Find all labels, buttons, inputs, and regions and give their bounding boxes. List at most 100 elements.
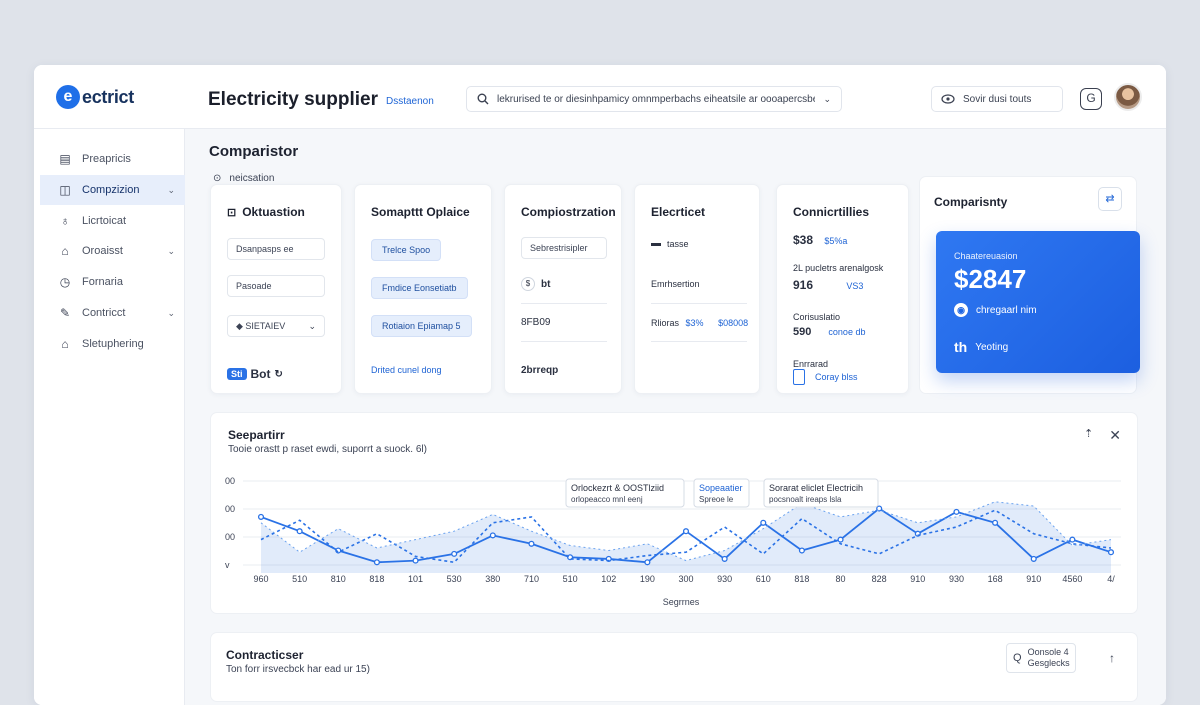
chevron-down-icon: ⌄ [167,307,175,318]
home-icon: ⌂ [61,337,69,351]
note-text: Corisuslatio [793,312,841,322]
data-point [451,550,458,557]
console-label: Oonsole 4 Gesglecks [1028,647,1070,669]
x-tick-label: 380 [485,574,500,584]
contract-subtitle: Ton forr irsvecbck har ead ur 15) [226,664,370,675]
console-button[interactable]: Q Oonsole 4 Gesglecks [1006,643,1076,673]
sidebar-item-sletuphering[interactable]: ⌂ Sletuphering [40,329,185,359]
sidebar-item-label: Contricct [82,307,126,319]
arrow-up-icon[interactable]: ↑ [1109,651,1115,665]
x-tick-label: 910 [1026,574,1041,584]
console-label-text: Oonsole 4 [1027,647,1069,657]
page-subtitle-link[interactable]: Dsstaenon [386,96,434,107]
card-title: Elecrticet [651,205,706,219]
pin-icon[interactable]: ⇡ [1084,428,1094,440]
line-chart: 00 00 00 v 960 510 810 818 101 530 380 710 510 102 190… [225,476,1121,607]
line-item: Rlioras $3% $08008 [651,318,748,328]
x-tick-label: 930 [949,574,964,584]
chart-title: Seepartirr [228,428,285,442]
promo-card: Comparisnty ⇄ Chaatereuasion $2847 ◉ chr… [919,176,1140,394]
contract-title: Contracticser [226,648,304,662]
line-text: Rlioras [651,318,680,328]
data-point [798,547,805,554]
info-icon: ⊙ [213,173,222,184]
logo[interactable]: e ectrict [56,85,134,109]
chevron-down-icon: ⌄ [167,184,175,195]
value-sub: $5%a [824,236,848,246]
sidebar-item-compzizion[interactable]: ◫ Compzizion ⌄ [40,175,185,205]
line-item: Emrhsertion [651,279,700,289]
bar-icon [651,243,661,247]
legend-label: Orlockezrt & OOSTlziid [571,483,664,493]
data-point [489,532,496,539]
legend-label: Sorarat eliclet Electricih [769,483,863,493]
card-compiostrzation: Compiostrzation Sebrestrisipler $ bt 8FB… [504,184,622,394]
legend-sublabel: pocsnoalt ireaps lsla [769,495,842,504]
x-tick-label: 168 [988,574,1003,584]
document-icon: ▤ [59,152,71,166]
data-point [992,519,999,526]
x-tick-label: 930 [717,574,732,584]
avatar[interactable] [1114,83,1142,111]
search-icon [477,93,489,105]
select-field[interactable]: ◆ SIETAIEV ⌄ [227,315,325,337]
value-row: 590 conoe db [793,326,865,338]
promo-highlight[interactable]: Chaatereuasion $2847 ◉ chregaarl nim th … [936,231,1140,373]
chart-card: Seepartirr Tooie orastt p raset ewdi, su… [210,412,1138,614]
legend-sublabel: Spreoe le [699,495,734,504]
bulb-icon: ♁ [60,214,70,228]
card-title: Compiostrzation [521,205,616,219]
search-input[interactable]: lekrurised te or diesinhpamicy omnmperba… [466,86,842,112]
sidebar-item-label: Fornaria [82,276,123,288]
eye-icon [941,94,955,104]
file-row[interactable]: Coray blss [793,369,858,385]
top-bar: e ectrict Electricity supplier Dsstaenon… [34,65,1166,129]
value-text: 916 [793,278,814,292]
line-item: tasse [651,239,689,249]
card-title-text: Oktuastion [242,205,305,219]
card-oktuastion: ⊡ Oktuastion Dsanpasps ee Pasoade ◆ SIET… [210,184,342,394]
sidebar-item-preapricis[interactable]: ▤ Preapricis [40,144,185,174]
pill-label: Sovir dusi touts [963,93,1032,105]
sidebar-item-contricct[interactable]: ✎ Contricct ⌄ [40,298,185,328]
chevron-down-icon[interactable]: ⌄ [823,93,831,104]
chevron-down-icon: ⌄ [167,245,175,256]
y-tick-label: 00 [225,504,235,514]
promo-price: $2847 [954,264,1027,294]
value-row: $38 $5%a [793,233,847,247]
console-tool[interactable]: Q Oonsole 4 Gesglecks [1006,643,1076,673]
settings-pill[interactable]: Sovir dusi touts [931,86,1063,112]
note-text: Enrrarad [793,359,829,369]
card-link[interactable]: Drited cunel dong [371,365,442,375]
line-text: tasse [667,239,689,249]
main-content: Comparistor ⊙ neicsation ⊡ Oktuastion Ds… [185,129,1166,705]
sidebar-item-label: Preapricis [82,153,131,165]
file-icon [793,369,805,385]
notification-icon[interactable]: G [1080,88,1102,110]
sidebar-item-licrtoicat[interactable]: ♁ Licrtoicat [40,206,185,236]
chip[interactable]: Rotiaion Epiamap 5 [371,315,472,337]
x-axis-label: Segrrnes [663,597,700,607]
x-tick-label: 4560 [1062,574,1082,584]
select-text: SIETAIEV [245,321,286,331]
sidebar-item-label: Oroaisst [82,245,123,257]
sidebar-item-oroaisst[interactable]: ⌂ Oroaisst ⌄ [40,236,185,266]
x-tick-label: 818 [794,574,809,584]
input-field[interactable]: Sebrestrisipler [521,237,607,259]
input-field[interactable]: Dsanpasps ee [227,238,325,260]
file-link: Coray blss [815,372,858,382]
input-field[interactable]: Pasoade [227,275,325,297]
select-value: ◆ SIETAIEV [236,316,285,336]
bot-row[interactable]: Sti Bot ↻ [227,367,283,381]
value-text: 2brreqp [521,365,559,376]
share-icon[interactable]: ⇄ [1098,187,1122,211]
x-tick-label: 190 [640,574,655,584]
page-title: Electricity supplier [208,89,379,110]
data-point [412,557,419,564]
chip[interactable]: Trelce Spoo [371,239,442,261]
chip[interactable]: Fmdice Eonsetiatb [371,277,468,299]
close-icon[interactable]: ✕ [1109,427,1121,443]
sidebar-item-fornaria[interactable]: ◷ Fornaria [40,267,185,297]
value-row: 916 VS3 [793,278,863,292]
x-tick-label: 102 [601,574,616,584]
